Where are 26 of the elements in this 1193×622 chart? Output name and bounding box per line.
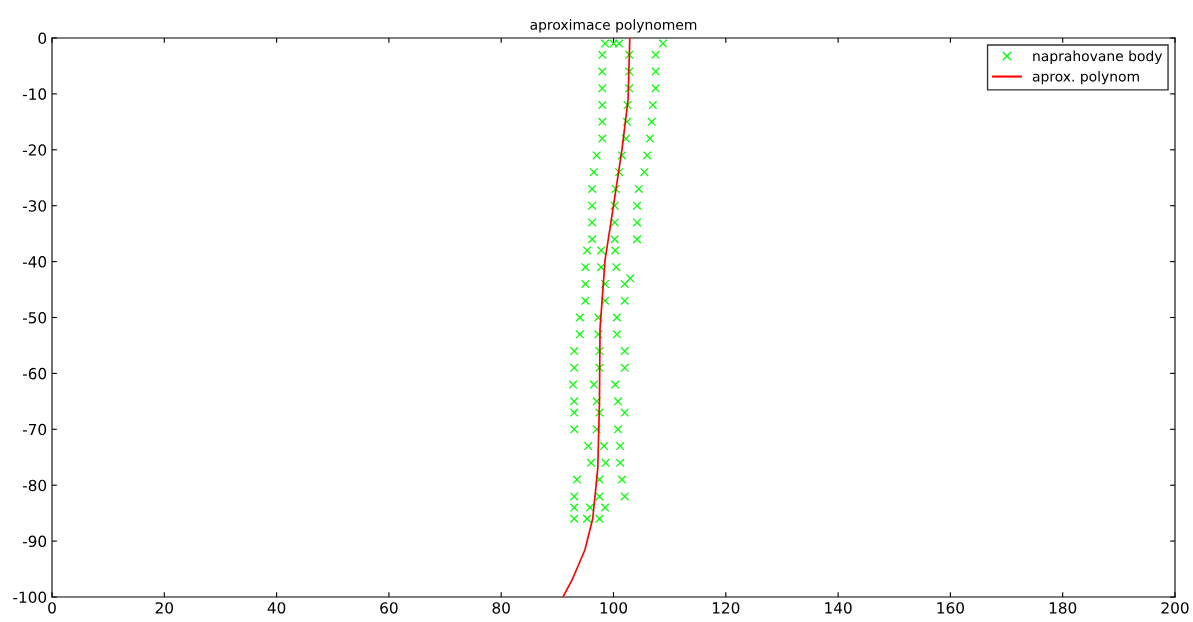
x-tick-label: 80 bbox=[492, 602, 510, 614]
x-tick-label: 200 bbox=[1161, 602, 1189, 614]
x-tick-label: 180 bbox=[1049, 602, 1077, 614]
y-tick-label: -50 bbox=[22, 311, 47, 324]
y-tick-label: -70 bbox=[22, 423, 47, 436]
y-tick-label: -60 bbox=[22, 367, 47, 380]
y-tick-label: -80 bbox=[22, 479, 47, 492]
y-tick-label: -20 bbox=[22, 144, 47, 156]
x-tick-label: 160 bbox=[937, 602, 964, 614]
y-tick-label: -30 bbox=[22, 200, 47, 212]
y-tick-label: -90 bbox=[22, 535, 47, 548]
y-tick-label: -10 bbox=[22, 88, 47, 100]
legend-label: aprox. polynom bbox=[1032, 70, 1139, 85]
x-tick-label: 140 bbox=[825, 602, 852, 614]
y-tick-label: -100 bbox=[13, 591, 47, 604]
x-tick-label: 60 bbox=[380, 602, 398, 614]
x-tick-label: 120 bbox=[712, 602, 740, 614]
y-tick-label: -40 bbox=[22, 256, 47, 268]
legend-label: naprahovane body bbox=[1033, 50, 1163, 64]
line-series bbox=[562, 38, 631, 597]
x-tick-label: 100 bbox=[600, 602, 628, 614]
x-tick-label: 0 bbox=[48, 602, 56, 614]
x-tick-label: 20 bbox=[155, 602, 174, 614]
y-tick-label: 0 bbox=[38, 32, 47, 45]
x-tick-label: 40 bbox=[267, 602, 286, 614]
chart-title: aproximace polynomem bbox=[530, 19, 697, 33]
